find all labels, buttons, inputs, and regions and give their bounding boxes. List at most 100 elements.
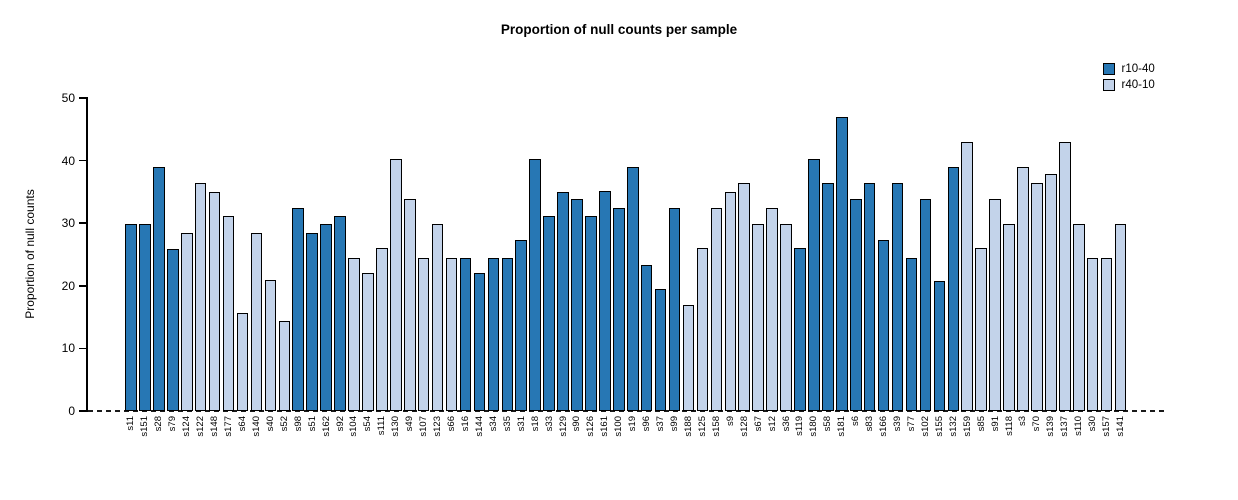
x-axis-label-s18: s18 xyxy=(529,416,541,432)
x-label-cell-s36: s36 xyxy=(779,416,793,476)
x-label-cell-s111: s111 xyxy=(375,416,389,476)
bar-s157 xyxy=(1100,257,1113,411)
x-axis-label-s96: s96 xyxy=(641,416,653,432)
legend-item-r10-40: r10-40 xyxy=(1103,63,1155,75)
x-axis-label-s137: s137 xyxy=(1059,416,1071,437)
bar-s100 xyxy=(613,207,625,411)
x-label-cell-s137: s137 xyxy=(1058,416,1072,476)
x-label-cell-s92: s92 xyxy=(333,416,347,476)
x-label-cell-s118: s118 xyxy=(1002,416,1016,476)
x-label-cell-s28: s28 xyxy=(152,416,166,476)
x-label-cell-s12: s12 xyxy=(765,416,779,476)
x-label-cell-s102: s102 xyxy=(918,416,932,476)
x-label-cell-s99: s99 xyxy=(668,416,682,476)
y-tick-label-10: 10 xyxy=(61,341,75,356)
bar-s166 xyxy=(877,240,890,411)
bar-s104 xyxy=(348,257,360,411)
y-tick-mark-10 xyxy=(79,347,86,350)
y-tick-label-30: 30 xyxy=(61,216,75,231)
bar-s99 xyxy=(668,207,681,411)
bar-s177 xyxy=(222,215,235,411)
x-axis-label-s28: s28 xyxy=(153,416,165,432)
x-axis-label-s40: s40 xyxy=(264,416,276,432)
x-label-cell-s159: s159 xyxy=(960,416,974,476)
x-axis-label-s100: s100 xyxy=(613,416,625,437)
x-label-cell-s144: s144 xyxy=(472,416,486,476)
bar-s16 xyxy=(459,257,472,411)
bar-s124 xyxy=(180,232,193,411)
x-label-cell-s91: s91 xyxy=(988,416,1002,476)
y-tick-label-20: 20 xyxy=(61,278,75,293)
x-axis-label-s79: s79 xyxy=(167,416,179,432)
bar-s49 xyxy=(403,198,416,411)
plot-area xyxy=(124,98,1128,411)
x-label-cell-s130: s130 xyxy=(389,416,403,476)
x-axis-label-s33: s33 xyxy=(543,416,555,432)
x-axis-label-s123: s123 xyxy=(432,416,444,437)
bar-s6 xyxy=(849,199,862,411)
x-label-cell-s9: s9 xyxy=(723,416,737,476)
bar-s161 xyxy=(599,190,611,411)
x-axis-label-s3: s3 xyxy=(1017,416,1029,427)
y-tick-mark-40 xyxy=(79,159,86,162)
x-label-cell-s140: s140 xyxy=(249,416,263,476)
bar-s36 xyxy=(780,224,792,411)
x-axis-label-s19: s19 xyxy=(627,416,639,432)
x-label-cell-s132: s132 xyxy=(946,416,960,476)
bar-s11 xyxy=(125,224,137,411)
x-label-cell-s33: s33 xyxy=(542,416,556,476)
bar-s111 xyxy=(376,248,388,411)
x-label-cell-s180: s180 xyxy=(807,416,821,476)
x-label-cell-s34: s34 xyxy=(486,416,500,476)
bar-s92 xyxy=(334,215,346,411)
x-label-cell-s77: s77 xyxy=(905,416,919,476)
x-axis-label-s148: s148 xyxy=(209,416,221,437)
bar-s188 xyxy=(682,305,695,411)
x-label-cell-s151: s151 xyxy=(138,416,152,476)
x-axis-label-s157: s157 xyxy=(1101,416,1113,437)
x-axis-label-s37: s37 xyxy=(655,416,667,432)
x-axis-label-s177: s177 xyxy=(223,416,235,437)
bar-s162 xyxy=(320,224,332,411)
chart-title: Proportion of null counts per sample xyxy=(500,22,738,37)
x-axis-label-s54: s54 xyxy=(362,416,374,432)
x-label-cell-s19: s19 xyxy=(626,416,640,476)
legend-label-r10-40: r10-40 xyxy=(1121,63,1155,75)
x-axis-label-s155: s155 xyxy=(933,416,945,437)
bar-s3 xyxy=(1017,166,1029,411)
bar-s96 xyxy=(640,265,653,411)
x-label-cell-s141: s141 xyxy=(1114,416,1128,476)
x-label-cell-s31: s31 xyxy=(514,416,528,476)
x-axis-label-s104: s104 xyxy=(348,416,360,437)
bar-s180 xyxy=(808,159,820,411)
x-axis-label-s107: s107 xyxy=(418,416,430,437)
x-axis-label-s111: s111 xyxy=(376,416,388,436)
bar-s151 xyxy=(139,224,151,411)
x-label-cell-s126: s126 xyxy=(584,416,598,476)
x-label-cell-s70: s70 xyxy=(1030,416,1044,476)
x-label-cell-s3: s3 xyxy=(1016,416,1030,476)
legend-swatch-r10-40 xyxy=(1103,63,1115,75)
x-label-cell-s110: s110 xyxy=(1072,416,1086,476)
x-axis-label-s98: s98 xyxy=(292,416,304,432)
x-label-cell-s188: s188 xyxy=(682,416,696,476)
bar-s130 xyxy=(390,159,402,411)
bar-s39 xyxy=(891,183,904,411)
x-label-cell-s58: s58 xyxy=(821,416,835,476)
x-axis-label-s11: s11 xyxy=(125,416,137,431)
x-label-cell-s54: s54 xyxy=(361,416,375,476)
x-axis-label-s64: s64 xyxy=(236,416,248,432)
x-axis-label-s31: s31 xyxy=(515,416,527,432)
bar-s64 xyxy=(236,312,249,411)
x-axis-label-s128: s128 xyxy=(738,416,750,437)
y-tick-label-50: 50 xyxy=(61,91,75,105)
bar-s132 xyxy=(947,166,960,411)
bar-s70 xyxy=(1031,183,1043,411)
x-label-cell-s177: s177 xyxy=(222,416,236,476)
x-axis-label-s124: s124 xyxy=(181,416,193,437)
x-label-cell-s148: s148 xyxy=(208,416,222,476)
bar-s119 xyxy=(794,248,806,411)
x-label-cell-s67: s67 xyxy=(751,416,765,476)
bar-s33 xyxy=(543,215,555,411)
bar-s58 xyxy=(822,183,834,411)
